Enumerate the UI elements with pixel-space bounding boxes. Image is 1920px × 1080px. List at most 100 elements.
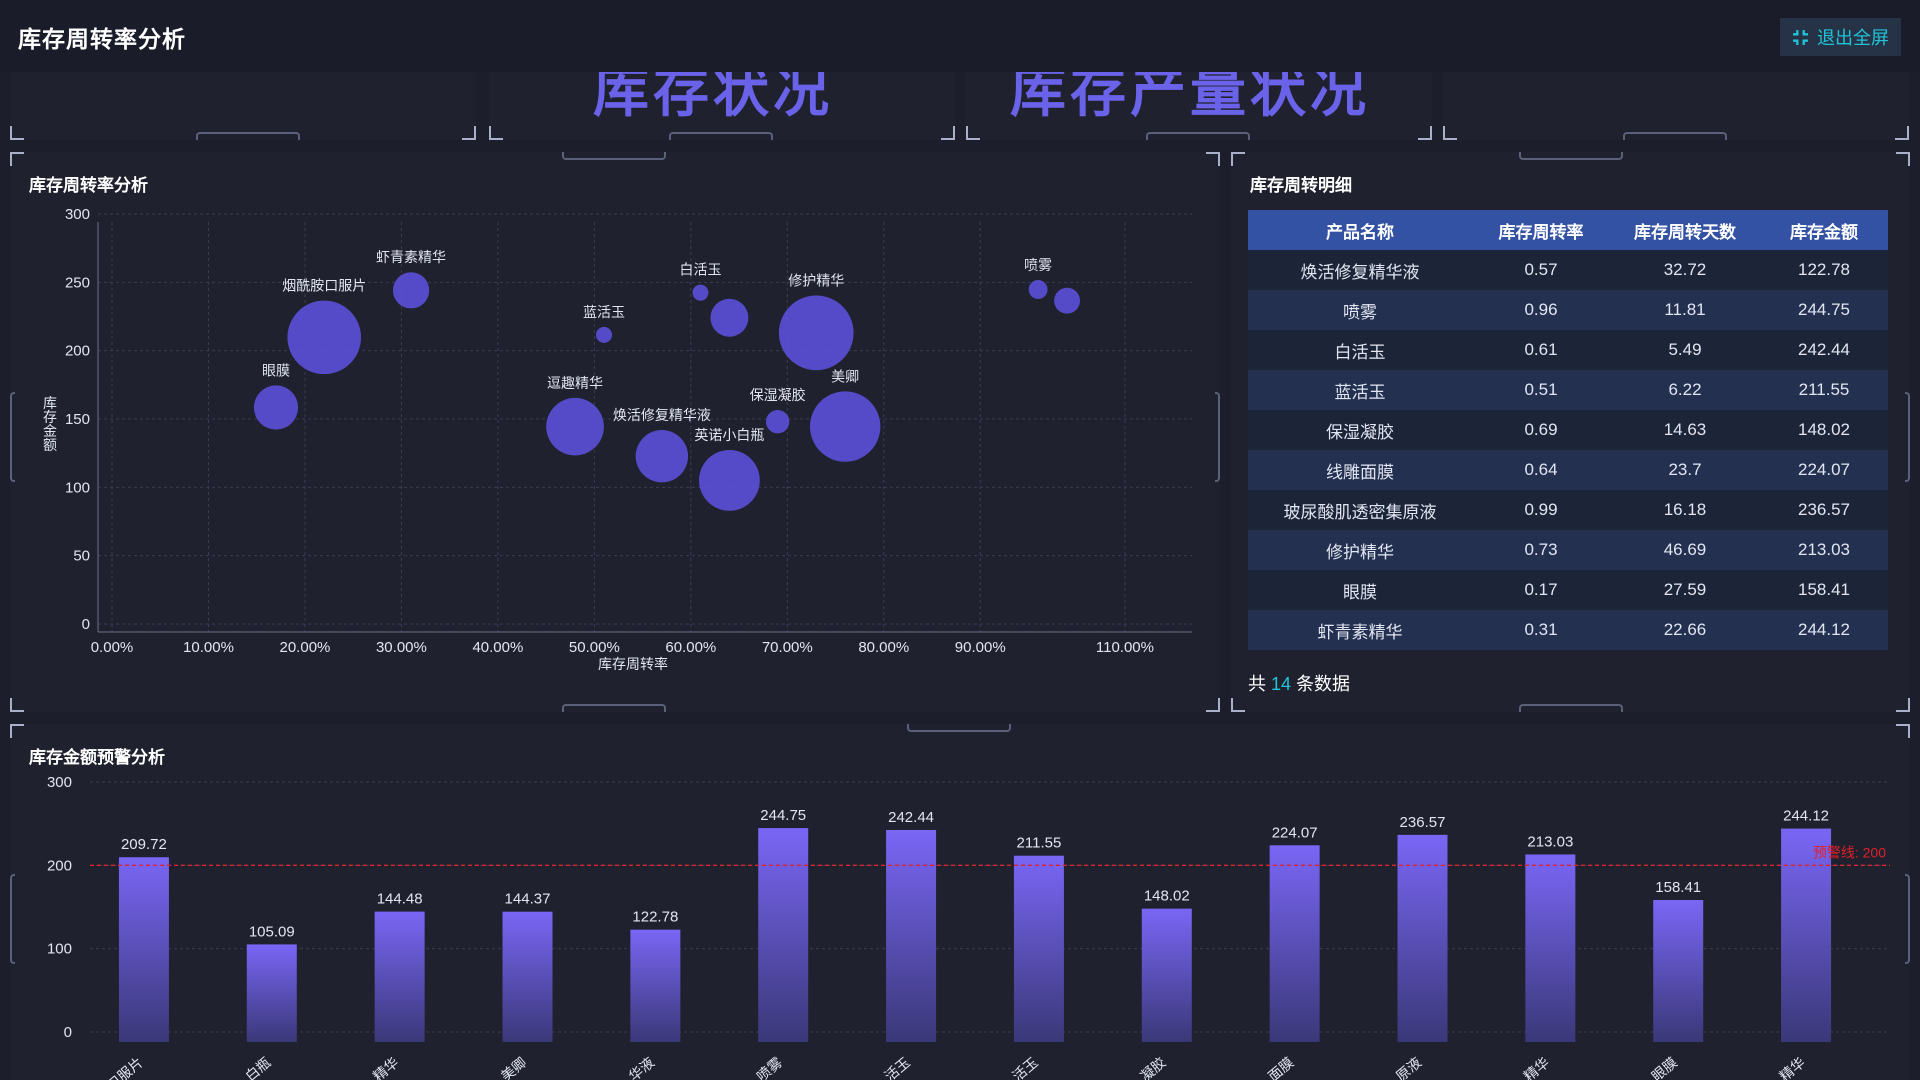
table-cell: 喷雾 [1343,302,1377,322]
table-row[interactable]: 修护精华 0.73 46.69 213.03 [1248,530,1888,570]
bar [246,944,297,1042]
x-tick-label: 50.00% [569,639,620,656]
bar [1141,908,1192,1042]
col-product-name[interactable]: 产品名称 [1248,210,1472,250]
bar [1781,828,1832,1042]
scatter-point [287,300,362,375]
table-cell: 244.75 [1798,300,1850,319]
table-row[interactable]: 喷雾 0.96 11.81 244.75 [1248,290,1888,330]
table-cell: 27.59 [1663,580,1707,599]
scatter-point [1028,280,1048,299]
x-tick-label: 精华 [1521,1054,1553,1080]
bar [1397,834,1448,1042]
record-count: 14 [1271,674,1292,694]
table-row[interactable]: 焕活修复精华液 0.57 32.72 122.78 [1248,250,1888,290]
table-cell: 224.07 [1798,460,1850,479]
kpi-card-2: 库存状况 [489,72,955,140]
point-label: 保湿凝胶 [750,387,806,403]
x-tick-label: 70.00% [762,639,813,656]
col-turnover-days[interactable]: 库存周转天数 [1610,210,1760,250]
table-cell: 0.69 [1524,420,1558,439]
bar-value-label: 242.44 [888,809,934,826]
table-cell: 0.31 [1524,620,1558,639]
table-cell: 0.73 [1524,540,1558,559]
x-tick-label: 90.00% [955,639,1006,656]
top-bar: 库存周转率分析 退出全屏 [0,0,1920,72]
bar [1269,845,1320,1042]
table-cell: 244.12 [1798,620,1850,639]
table-row[interactable]: 玻尿酸肌透密集原液 0.99 16.18 236.57 [1248,490,1888,530]
bar-value-label: 144.48 [377,891,423,908]
table-row[interactable]: 线雕面膜 0.64 23.7 224.07 [1248,450,1888,490]
table-row[interactable]: 眼膜 0.17 27.59 158.41 [1248,570,1888,610]
col-amount[interactable]: 库存金额 [1760,210,1888,250]
bar-value-label: 244.75 [760,807,806,824]
y-tick-label: 300 [47,774,72,791]
table-cell: 236.57 [1798,500,1850,519]
scatter-point [546,397,604,456]
point-label: 烟酰胺口服片 [282,278,366,294]
x-tick-label: 0.00% [91,639,134,656]
x-tick-label: 活玉 [1009,1054,1041,1080]
bar-value-label: 158.41 [1655,879,1701,896]
bar [630,929,681,1042]
table-row[interactable]: 白活玉 0.61 5.49 242.44 [1248,330,1888,370]
kpi-card-3: 库存产量状况 [966,72,1432,140]
table-cell: 线雕面膜 [1326,462,1394,482]
point-label: 逗趣精华 [547,375,603,391]
x-tick-label: 30.00% [376,639,427,656]
table-cell: 0.99 [1524,500,1558,519]
table-cell: 122.78 [1798,260,1850,279]
bar-title: 库存金额预警分析 [29,748,165,767]
bar [118,857,169,1042]
table-row[interactable]: 保湿凝胶 0.69 14.63 148.02 [1248,410,1888,450]
table-row[interactable]: 蓝活玉 0.51 6.22 211.55 [1248,370,1888,410]
table-cell: 玻尿酸肌透密集原液 [1283,502,1437,522]
x-tick-label: 华液 [626,1054,658,1080]
scatter-panel: 库存周转率分析 0 50 100 150 200 250 300 0.00% 10.00% 20.… [10,152,1220,712]
bar [1653,899,1704,1042]
col-turnover-rate[interactable]: 库存周转率 [1472,210,1610,250]
table-cell: 6.22 [1668,380,1702,399]
bar-value-label: 209.72 [121,836,167,853]
x-tick-label: 口服片 [103,1054,145,1080]
table-cell: 242.44 [1798,340,1850,359]
scatter-point [596,326,613,343]
point-label: 英诺小白瓶 [694,427,764,443]
y-axis-title-char: 金 [43,423,57,439]
table-cell: 0.96 [1524,300,1558,319]
bar [886,829,937,1042]
table-cell: 0.57 [1524,260,1558,279]
y-tick-label: 150 [65,411,90,428]
scatter-point [1054,287,1081,314]
x-tick-label: 精华 [1776,1054,1808,1080]
scatter-chart: 0 50 100 150 200 250 300 0.00% 10.00% 20.00% 30.00… [43,206,1192,672]
y-axis-title-char: 库 [43,395,57,411]
table-cell: 修护精华 [1326,542,1394,562]
table-cell: 11.81 [1664,300,1706,319]
bar-value-label: 236.57 [1400,814,1446,831]
x-tick-label: 白瓶 [242,1054,274,1080]
exit-fullscreen-button[interactable]: 退出全屏 [1780,18,1901,56]
bar-value-label: 244.12 [1783,808,1829,825]
table-header-row: 产品名称 库存周转率 库存周转天数 库存金额 [1248,210,1888,250]
bar [374,911,425,1042]
x-tick-label: 20.00% [280,639,331,656]
x-tick-label: 美卿 [498,1054,530,1080]
kpi-card-1 [10,72,476,140]
table-cell: 0.61 [1524,340,1558,359]
table-cell: 32.72 [1663,260,1707,279]
x-tick-label: 面膜 [1265,1054,1297,1080]
x-tick-label: 110.00% [1096,639,1154,656]
bar-value-label: 122.78 [632,909,678,926]
table-cell: 蓝活玉 [1334,382,1386,402]
table-row[interactable]: 虾青素精华 0.31 22.66 244.12 [1248,610,1888,650]
bar [1525,854,1576,1042]
y-tick-label: 200 [47,857,72,874]
table-cell: 0.64 [1524,460,1558,479]
scatter-point [635,430,689,483]
table-footer: 共 14 条数据 [1248,670,1350,696]
bar-panel: 库存金额预警分析 0 100 200 300 209.72 口服片 105.09 白瓶 144.… [10,724,1910,1080]
point-label: 虾青素精华 [376,249,446,265]
table-cell: 0.51 [1524,380,1558,399]
